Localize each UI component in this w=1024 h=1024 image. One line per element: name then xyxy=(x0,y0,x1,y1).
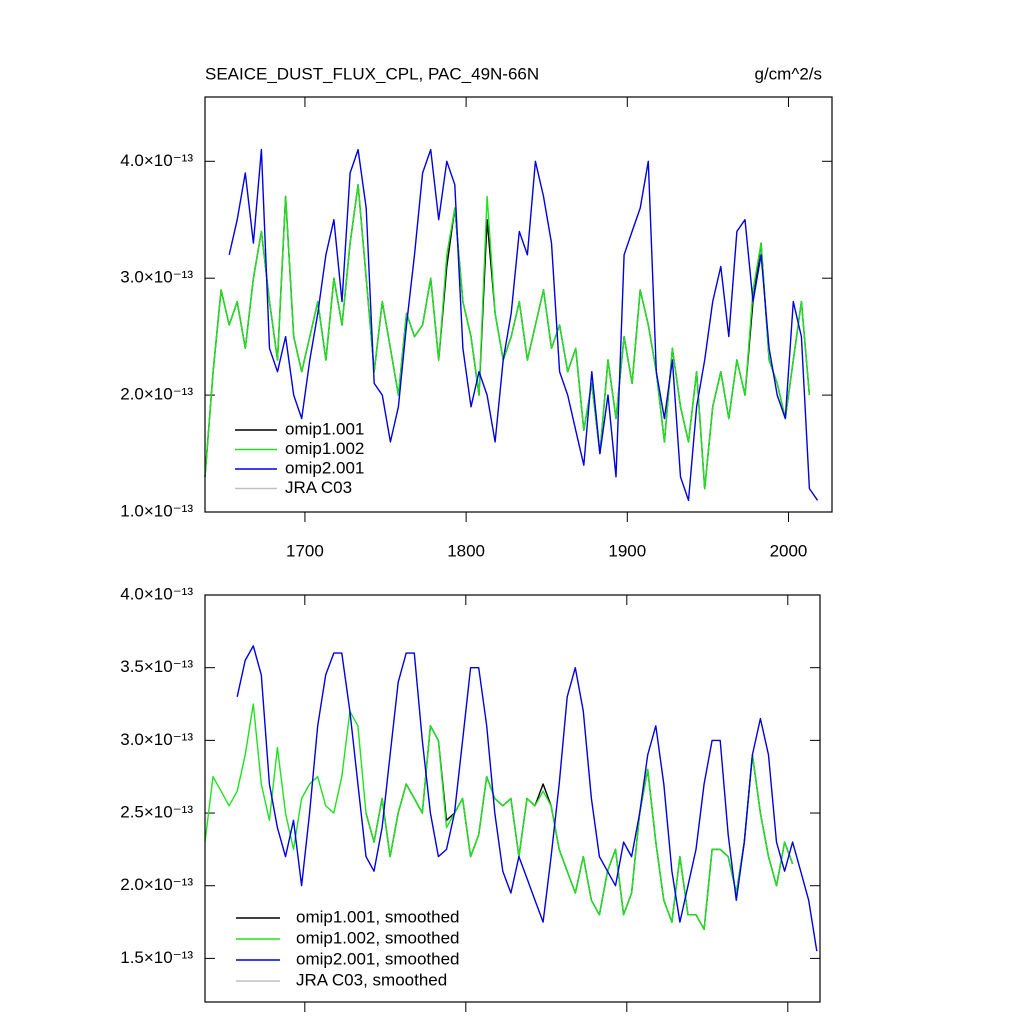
y-tick-label: 4.0×10⁻¹³ xyxy=(120,151,193,170)
plot-frame xyxy=(204,594,821,1003)
series-line xyxy=(228,148,819,501)
series-line xyxy=(236,645,818,952)
legend-label: omip1.002 xyxy=(285,439,364,458)
series-line xyxy=(365,725,794,930)
y-tick-label: 2.5×10⁻¹³ xyxy=(120,803,193,822)
chart-title: SEAICE_DUST_FLUX_CPL, PAC_49N-66N xyxy=(205,64,539,83)
legend-label: omip1.001 xyxy=(285,419,364,438)
y-tick-label: 2.0×10⁻¹³ xyxy=(120,385,193,404)
x-tick-label: 1800 xyxy=(447,541,485,560)
legend-label: JRA C03 xyxy=(285,478,352,497)
y-tick-label: 3.5×10⁻¹³ xyxy=(120,657,193,676)
plot-frame xyxy=(204,96,833,513)
legend-label: JRA C03, smoothed xyxy=(296,970,447,989)
legend-label: omip2.001, smoothed xyxy=(296,949,460,968)
units-label: g/cm^2/s xyxy=(755,64,823,83)
y-tick-label: 1.5×10⁻¹³ xyxy=(120,948,193,967)
legend-label: omip1.001, smoothed xyxy=(296,907,460,926)
y-tick-label: 4.0×10⁻¹³ xyxy=(120,584,193,603)
legend-label: omip2.001 xyxy=(285,458,364,477)
x-tick-label: 1700 xyxy=(286,541,324,560)
series-line xyxy=(204,703,794,930)
y-tick-label: 1.0×10⁻¹³ xyxy=(120,501,193,520)
x-tick-label: 2000 xyxy=(770,541,808,560)
x-tick-label: 1900 xyxy=(608,541,646,560)
y-tick-label: 3.0×10⁻¹³ xyxy=(120,268,193,287)
y-tick-label: 2.0×10⁻¹³ xyxy=(120,875,193,894)
legend-label: omip1.002, smoothed xyxy=(296,928,460,947)
series-line xyxy=(204,184,811,490)
y-tick-label: 3.0×10⁻¹³ xyxy=(120,730,193,749)
